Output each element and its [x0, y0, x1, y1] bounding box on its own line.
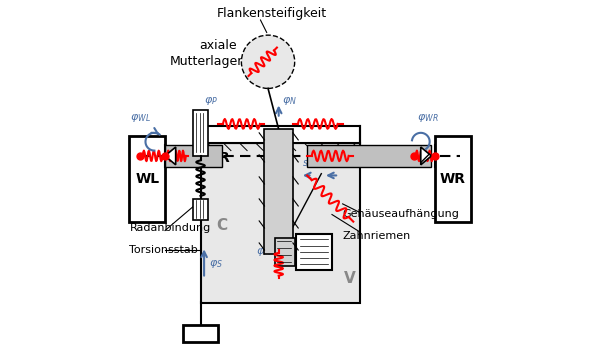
Text: $s_C$: $s_C$ — [325, 158, 337, 170]
Text: WR: WR — [440, 172, 466, 186]
Text: Flankensteifigkeit: Flankensteifigkeit — [217, 7, 326, 20]
Text: Torsionsstab: Torsionsstab — [130, 245, 198, 255]
Text: $\varphi_N$: $\varphi_N$ — [282, 95, 297, 107]
Text: P: P — [196, 158, 205, 171]
Text: N: N — [273, 200, 284, 214]
Text: Radanbindung: Radanbindung — [130, 223, 211, 233]
Bar — [435, 136, 470, 222]
Bar — [296, 234, 332, 270]
Polygon shape — [421, 147, 431, 165]
Polygon shape — [165, 147, 176, 165]
Bar — [265, 129, 293, 253]
Text: Zahnriemen: Zahnriemen — [343, 231, 411, 241]
Text: $\varphi_M$: $\varphi_M$ — [256, 246, 272, 258]
Bar — [165, 145, 222, 166]
Text: C: C — [216, 218, 227, 233]
Text: $\varphi_{WL}$: $\varphi_{WL}$ — [130, 112, 151, 124]
Circle shape — [241, 35, 295, 88]
Bar — [200, 126, 361, 144]
Text: R: R — [218, 151, 229, 165]
Text: M: M — [307, 245, 321, 259]
Text: WL: WL — [135, 172, 160, 186]
Text: $s_N$: $s_N$ — [302, 158, 314, 170]
Bar — [307, 145, 431, 166]
Text: Gehäuseaufhängung: Gehäuseaufhängung — [343, 209, 460, 219]
Text: S: S — [196, 327, 205, 340]
Text: axiale
Mutterlagerung: axiale Mutterlagerung — [170, 39, 267, 68]
Text: $\varphi_P$: $\varphi_P$ — [204, 95, 218, 107]
Bar — [130, 136, 165, 222]
Text: V: V — [344, 271, 356, 286]
Text: $\varphi_{WR}$: $\varphi_{WR}$ — [417, 112, 439, 124]
Bar — [193, 199, 208, 220]
Text: $\varphi_S$: $\varphi_S$ — [209, 258, 223, 270]
Bar — [193, 110, 208, 156]
Bar — [200, 144, 361, 303]
Bar — [275, 238, 295, 266]
Bar — [183, 325, 218, 342]
